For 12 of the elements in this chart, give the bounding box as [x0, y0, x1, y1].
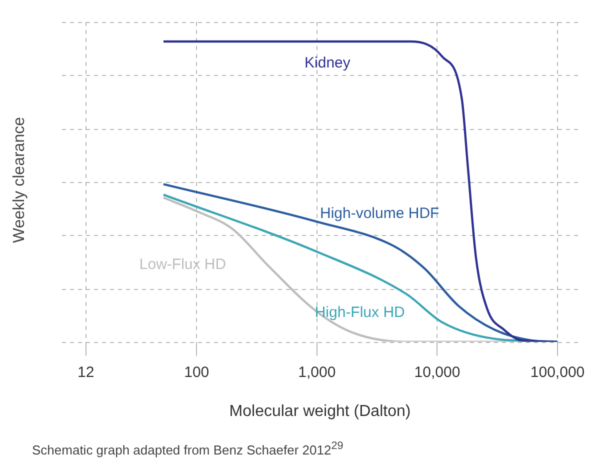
series-label: Low-Flux HD: [139, 256, 226, 274]
y-axis-title: Weekly clearance: [11, 117, 29, 243]
x-tick-label: 10,000: [414, 364, 460, 381]
x-axis-title: Molecular weight (Dalton): [229, 402, 411, 420]
x-tick-label: 100: [184, 364, 210, 381]
x-tick-label: 100,000: [530, 364, 585, 381]
series-label: High-Flux HD: [314, 304, 406, 322]
x-tick-label: 1,000: [298, 364, 336, 381]
series-label: High-volume HDF: [320, 205, 440, 222]
text: Schematic graph adapted from Benz Schaefer 2012$^{29}$: [32, 440, 344, 458]
x-tick-label: 12: [78, 364, 94, 381]
series-label: Kidney: [304, 54, 351, 72]
